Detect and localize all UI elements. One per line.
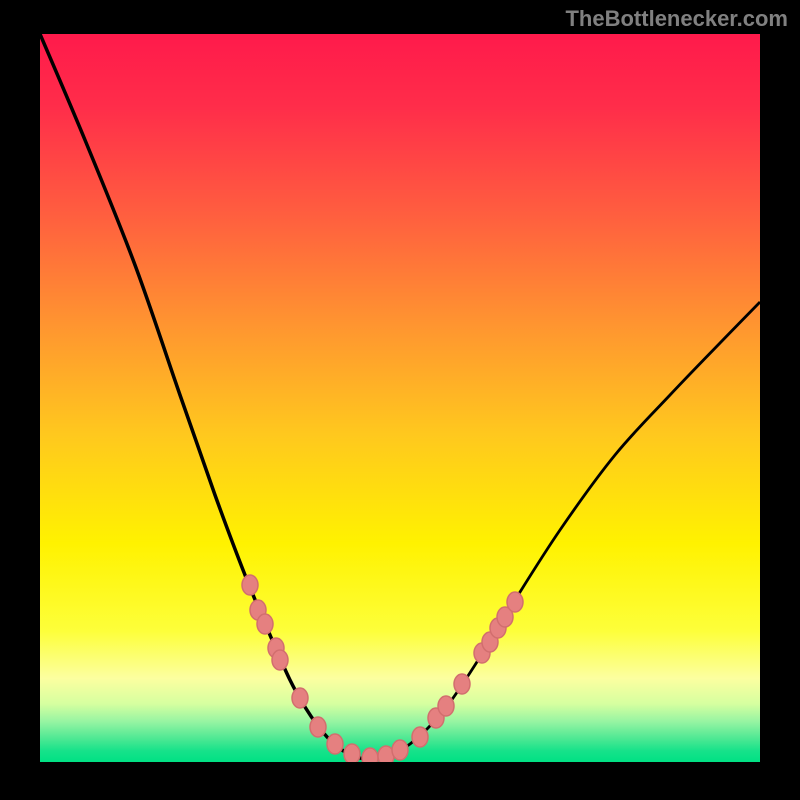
chart-root: TheBottlenecker.com [0, 0, 800, 800]
marker-point [272, 650, 288, 670]
marker-point [362, 748, 378, 762]
marker-point [327, 734, 343, 754]
marker-point [412, 727, 428, 747]
plot-svg [40, 34, 760, 762]
marker-point [310, 717, 326, 737]
marker-point [392, 740, 408, 760]
marker-point [344, 744, 360, 762]
attribution-text: TheBottlenecker.com [565, 6, 788, 32]
marker-point [292, 688, 308, 708]
gradient-background [40, 34, 760, 762]
marker-point [438, 696, 454, 716]
marker-point [242, 575, 258, 595]
marker-point [454, 674, 470, 694]
marker-point [507, 592, 523, 612]
marker-point [257, 614, 273, 634]
